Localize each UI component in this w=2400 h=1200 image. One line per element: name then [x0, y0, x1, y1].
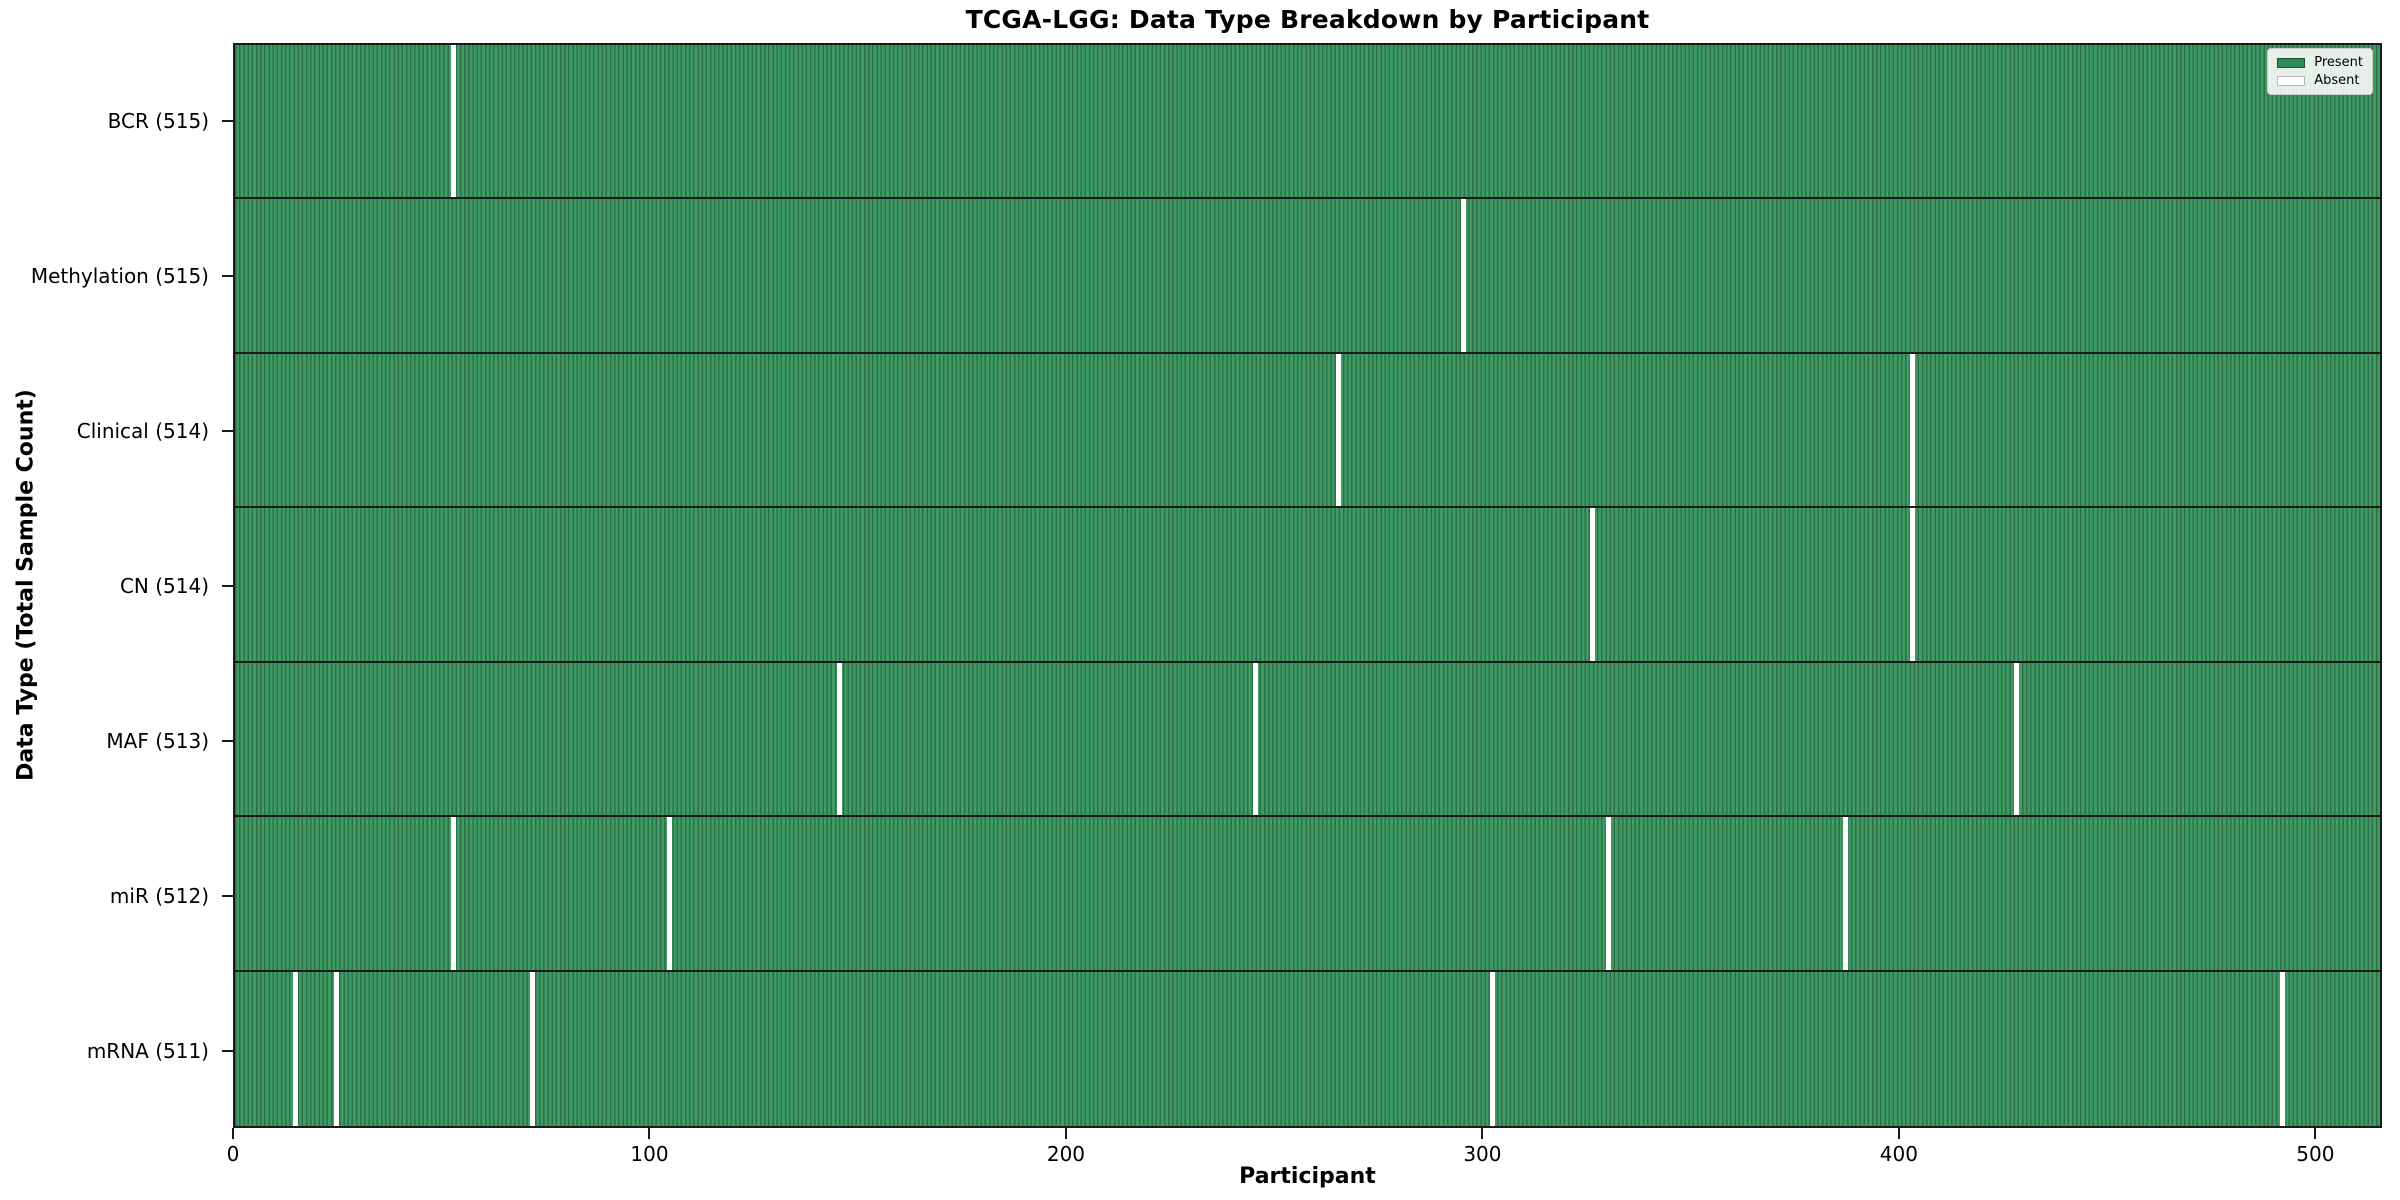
- chart-title: TCGA-LGG: Data Type Breakdown by Partici…: [965, 5, 1650, 34]
- x-tick-mark: [648, 1128, 651, 1139]
- x-tick-label: 0: [226, 1142, 240, 1166]
- y-tick-label: BCR (515): [107, 108, 209, 133]
- present-color-swatch: [2277, 57, 2306, 68]
- chart-row: [235, 508, 2380, 663]
- x-tick-label: 400: [1879, 1142, 1918, 1166]
- chart-row: [235, 971, 2380, 1126]
- y-tick-label: MAF (513): [106, 728, 209, 753]
- absent-gap: [1336, 353, 1342, 507]
- chart-row: [235, 353, 2380, 509]
- y-tick-label: CN (514): [119, 573, 209, 598]
- x-tick-mark: [232, 1128, 234, 1139]
- absent-gap: [1589, 508, 1595, 661]
- y-tick-mark: [222, 1049, 233, 1052]
- chart-row: [235, 817, 2380, 972]
- absent-gap: [1489, 971, 1495, 1126]
- x-tick-mark: [1064, 1128, 1067, 1139]
- chart-row: [235, 199, 2380, 354]
- absent-gap: [292, 971, 298, 1126]
- y-tick-mark: [222, 739, 233, 742]
- absent-gap: [529, 971, 535, 1126]
- absent-gap: [334, 971, 340, 1126]
- y-tick-mark: [222, 894, 233, 897]
- absent-gap: [837, 662, 843, 816]
- y-axis: BCR (515) Methylation (515) Clinical (514)…: [0, 43, 233, 1128]
- absent-gap: [450, 817, 456, 970]
- y-tick-mark: [222, 584, 233, 587]
- x-tick-label: 200: [1046, 1142, 1086, 1166]
- x-axis: 0 100 200 300 400 500: [227, 1128, 2382, 1172]
- absent-gap: [1460, 199, 1466, 352]
- x-tick-mark: [2314, 1128, 2317, 1139]
- x-tick-mark: [1897, 1128, 1900, 1139]
- y-tick-label: Methylation (515): [30, 263, 209, 288]
- x-tick-label: 500: [2296, 1142, 2335, 1166]
- y-tick-label: miR (512): [109, 883, 209, 908]
- legend-label-absent: Absent: [2314, 73, 2360, 88]
- absent-color-swatch: [2277, 75, 2306, 86]
- plot-area: [233, 43, 2382, 1128]
- absent-gap: [1909, 508, 1915, 661]
- absent-gap: [1253, 662, 1259, 816]
- absent-gap: [1909, 353, 1915, 507]
- absent-gap: [1606, 817, 1612, 970]
- y-tick-label: mRNA (511): [86, 1038, 209, 1063]
- legend-item-absent: Absent: [2277, 74, 2363, 87]
- legend-label-present: Present: [2314, 55, 2363, 70]
- x-tick-mark: [1481, 1128, 1484, 1139]
- absent-gap: [666, 817, 672, 970]
- absent-gap: [450, 45, 456, 198]
- absent-gap: [2279, 971, 2285, 1126]
- y-tick-mark: [222, 429, 233, 432]
- y-tick-mark: [222, 119, 233, 122]
- x-tick-label: 100: [630, 1142, 669, 1166]
- x-tick-label: 300: [1463, 1142, 1502, 1166]
- chart-row: [235, 662, 2380, 818]
- y-tick-label: Clinical (514): [76, 418, 209, 443]
- absent-gap: [2013, 662, 2019, 816]
- chart-row: [235, 45, 2380, 200]
- x-axis-label: Participant: [1239, 1164, 1376, 1189]
- absent-gap: [1843, 817, 1849, 970]
- legend-item-present: Present: [2277, 56, 2363, 69]
- legend: Present Absent: [2267, 48, 2373, 95]
- y-tick-mark: [222, 274, 233, 277]
